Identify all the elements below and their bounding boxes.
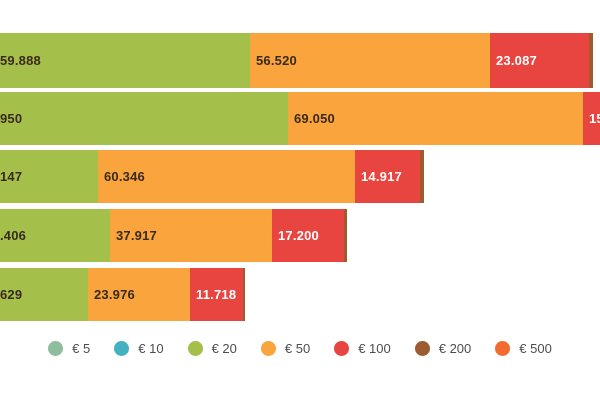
segment-value-label: 15. bbox=[589, 111, 600, 126]
segment-value-label: .406 bbox=[0, 228, 27, 243]
legend-label: € 10 bbox=[138, 341, 164, 356]
legend-item-eur200[interactable]: € 200 bbox=[414, 341, 472, 356]
bar-segment-eur50[interactable]: 37.917 bbox=[110, 209, 272, 262]
legend-label: € 200 bbox=[438, 341, 472, 356]
segment-value-label: 60.346 bbox=[104, 169, 145, 184]
legend-item-eur500[interactable]: € 500 bbox=[495, 341, 552, 356]
legend-dot-icon bbox=[114, 341, 130, 356]
legend-item-eur20[interactable]: € 20 bbox=[187, 341, 237, 356]
legend-dot-icon bbox=[334, 341, 350, 356]
legend-label: € 100 bbox=[358, 341, 391, 356]
legend-dot-icon bbox=[414, 341, 430, 356]
bar-segment-eur200[interactable] bbox=[589, 33, 593, 88]
legend-item-eur100[interactable]: € 100 bbox=[334, 341, 391, 356]
bar-segment-eur50[interactable]: 23.976 bbox=[88, 268, 190, 321]
bar-segment-eur50[interactable]: 60.346 bbox=[98, 150, 355, 203]
bar-segment-eur50[interactable]: 69.050 bbox=[288, 92, 583, 145]
bar-row: .406 37.917 17.200 bbox=[0, 209, 600, 262]
bar-row: 147 60.346 14.917 bbox=[0, 150, 600, 203]
segment-value-label: 950 bbox=[0, 111, 23, 126]
legend-label: € 5 bbox=[72, 341, 91, 356]
bar-row: 629 23.976 11.718 bbox=[0, 268, 600, 321]
legend-item-eur5[interactable]: € 5 bbox=[48, 341, 90, 356]
legend-label: € 500 bbox=[519, 341, 552, 356]
bar-segment-eur200[interactable] bbox=[420, 150, 424, 203]
bar-segment-eur100[interactable]: 17.200 bbox=[272, 209, 344, 262]
segment-value-label: 37.917 bbox=[116, 228, 157, 243]
bar-segment-eur20[interactable]: 147 bbox=[0, 150, 98, 203]
legend-dot-icon bbox=[48, 341, 64, 356]
bar-segment-eur50[interactable]: 56.520 bbox=[250, 33, 490, 88]
segment-value-label: 23.087 bbox=[496, 53, 537, 68]
segment-value-label: 629 bbox=[0, 287, 23, 302]
bar-row: 950 69.050 15. bbox=[0, 92, 600, 145]
bar-segment-eur20[interactable]: 950 bbox=[0, 92, 288, 145]
bar-segment-eur20[interactable]: .406 bbox=[0, 209, 110, 262]
legend-dot-icon bbox=[495, 341, 511, 356]
segment-value-label: 17.200 bbox=[278, 228, 319, 243]
bar-segment-eur200[interactable] bbox=[344, 209, 347, 262]
segment-value-label: 147 bbox=[0, 169, 23, 184]
segment-value-label: 59.888 bbox=[0, 53, 41, 68]
legend-item-eur50[interactable]: € 50 bbox=[260, 341, 311, 356]
legend: € 5 € 10 € 20 € 50 € 100 € 200 € 500 bbox=[0, 341, 600, 356]
bar-segment-eur200[interactable] bbox=[243, 268, 245, 321]
plot-area: 59.88856.52023.08795069.05015.14760.3461… bbox=[0, 33, 600, 321]
segment-value-label: 23.976 bbox=[94, 287, 135, 302]
bar-segment-eur100[interactable]: 11.718 bbox=[190, 268, 243, 321]
legend-dot-icon bbox=[187, 341, 203, 356]
legend-dot-icon bbox=[260, 341, 276, 356]
legend-label: € 20 bbox=[211, 341, 237, 356]
segment-value-label: 56.520 bbox=[256, 53, 297, 68]
segment-value-label: 11.718 bbox=[196, 287, 237, 302]
legend-item-eur10[interactable]: € 10 bbox=[114, 341, 164, 356]
segment-value-label: 14.917 bbox=[361, 169, 402, 184]
bar-segment-eur20[interactable]: 59.888 bbox=[0, 33, 250, 88]
bar-segment-eur20[interactable]: 629 bbox=[0, 268, 88, 321]
legend-label: € 50 bbox=[284, 341, 311, 356]
segment-value-label: 69.050 bbox=[294, 111, 335, 126]
bar-segment-eur100[interactable]: 23.087 bbox=[490, 33, 589, 88]
bar-row: 59.888 56.520 23.087 bbox=[0, 33, 600, 88]
bar-segment-eur100[interactable]: 15. bbox=[583, 92, 600, 145]
bar-segment-eur100[interactable]: 14.917 bbox=[355, 150, 420, 203]
